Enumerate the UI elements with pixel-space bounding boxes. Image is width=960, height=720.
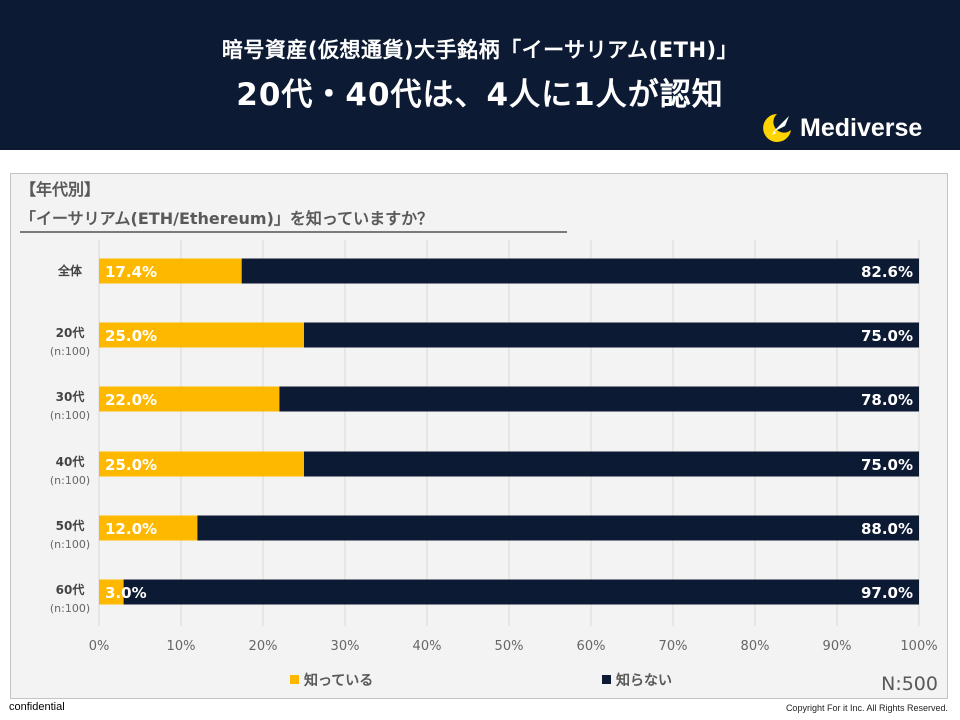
data-label-unknown-0: 82.6% (861, 263, 913, 281)
sample-size: N:500 (881, 673, 938, 695)
bar-known-2 (99, 386, 280, 412)
data-label-unknown-3: 75.0% (861, 456, 913, 474)
logo-text: Mediverse (800, 113, 923, 142)
category-label-5: 60代 (56, 582, 85, 597)
bar-known-3 (99, 451, 304, 477)
category-label-2: 30代 (56, 389, 85, 404)
x-tick-label-8: 80% (741, 639, 770, 654)
legend-label-1: 知らない (616, 672, 672, 689)
category-sublabel-1: (n:100) (50, 345, 90, 358)
data-label-known-2: 22.0% (105, 391, 157, 409)
legend-swatch-0 (290, 675, 299, 684)
bar-known-4 (99, 515, 198, 541)
x-tick-label-10: 100% (900, 639, 937, 654)
category-label-0: 全体 (57, 263, 83, 278)
x-tick-label-5: 50% (495, 639, 524, 654)
bar-unknown-3 (304, 451, 919, 477)
x-tick-label-1: 10% (167, 639, 196, 654)
category-sublabel-4: (n:100) (50, 538, 90, 551)
category-sublabel-5: (n:100) (50, 602, 90, 615)
bar-known-0 (99, 258, 242, 284)
x-tick-label-0: 0% (89, 639, 110, 654)
title-line-2: 20代・40代は、4人に1人が認知 (236, 77, 724, 113)
bar-unknown-2 (279, 386, 919, 412)
confidential-label: confidential (9, 701, 65, 713)
bar-unknown-1 (304, 322, 919, 348)
x-tick-label-4: 40% (413, 639, 442, 654)
category-label-1: 20代 (56, 325, 85, 340)
data-label-unknown-2: 78.0% (861, 391, 913, 409)
data-label-unknown-5: 97.0% (861, 584, 913, 602)
data-label-unknown-4: 88.0% (861, 520, 913, 538)
x-tick-label-7: 70% (659, 639, 688, 654)
legend-swatch-1 (602, 675, 611, 684)
bar-unknown-4 (197, 515, 919, 541)
data-label-known-3: 25.0% (105, 456, 157, 474)
copyright-text: Copyright For it Inc. All Rights Reserve… (785, 703, 948, 713)
x-tick-label-3: 30% (331, 639, 360, 654)
data-label-known-5: 3.0% (105, 584, 147, 602)
question-text: 「イーサリアム(ETH/Ethereum)」を知っていますか？ (20, 205, 567, 233)
bar-unknown-0 (241, 258, 919, 284)
data-label-known-4: 12.0% (105, 520, 157, 538)
data-label-unknown-1: 75.0% (861, 327, 913, 345)
bar-known-1 (99, 322, 304, 348)
bar-known-5 (99, 579, 124, 605)
x-tick-label-9: 90% (823, 639, 852, 654)
x-tick-label-6: 60% (577, 639, 606, 654)
mediverse-logo: Mediverse (760, 111, 922, 145)
legend-label-0: 知っている (304, 672, 373, 689)
category-sublabel-2: (n:100) (50, 409, 90, 422)
question-label: 【年代別】 (20, 180, 101, 199)
category-label-4: 50代 (56, 518, 85, 533)
moon-rocket-icon (763, 114, 791, 142)
data-label-known-1: 25.0% (105, 327, 157, 345)
category-label-3: 40代 (56, 454, 85, 469)
data-label-known-0: 17.4% (105, 263, 157, 281)
title-line-1: 暗号資産(仮想通貨)大手銘柄「イーサリアム(ETH)」 (221, 38, 739, 62)
header-banner: 暗号資産(仮想通貨)大手銘柄「イーサリアム(ETH)」 20代・40代は、4人に… (0, 0, 960, 150)
x-tick-label-2: 20% (249, 639, 278, 654)
bar-unknown-5 (123, 579, 920, 605)
category-sublabel-3: (n:100) (50, 474, 90, 487)
